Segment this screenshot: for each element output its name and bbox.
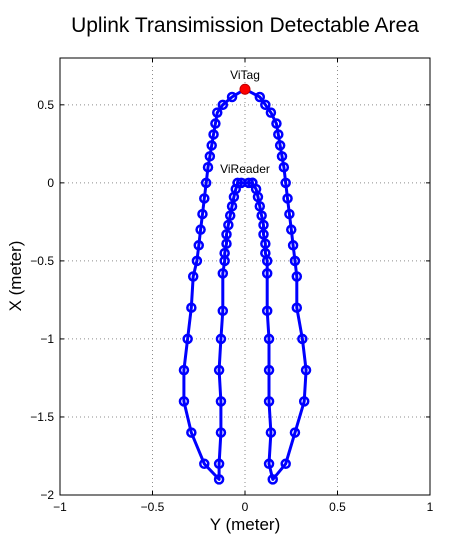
data-point (215, 333, 227, 345)
data-point (208, 129, 219, 140)
data-point (261, 268, 273, 279)
chart-title: Uplink Transimission Detectable Area (71, 14, 419, 37)
data-point (195, 224, 206, 235)
data-point (291, 271, 303, 282)
data-point (300, 364, 312, 376)
data-point (278, 162, 290, 173)
data-point (178, 364, 190, 376)
data-point (260, 238, 271, 249)
data-point (280, 177, 291, 189)
data-point (199, 458, 210, 470)
data-point (182, 333, 193, 345)
plot-background (60, 58, 430, 495)
data-point (230, 183, 241, 195)
data-point (197, 208, 208, 220)
data-point (289, 255, 301, 267)
data-point (215, 396, 227, 407)
ticks: −1 −0.5 0 0.5 1 −2 −1.5 −1 −0.5 0 0.5 (30, 58, 434, 514)
data-point (286, 224, 297, 235)
data-point (223, 219, 234, 231)
data-point (261, 305, 273, 317)
data-point (258, 219, 269, 231)
data-point (276, 151, 288, 162)
data-point (267, 474, 278, 485)
data-point (226, 91, 238, 103)
data-point (252, 191, 264, 203)
data-point (263, 396, 275, 407)
data-point (274, 140, 286, 151)
data-point (213, 364, 225, 376)
data-point (213, 458, 225, 470)
data-point (215, 427, 227, 438)
data-point (284, 208, 295, 220)
y-tick-label: 0 (47, 176, 54, 190)
data-point (263, 333, 275, 345)
data-point (213, 474, 225, 485)
data-point (271, 118, 282, 129)
data-point (221, 238, 232, 249)
data-point (282, 193, 293, 204)
x-axis-label: Y (meter) (210, 515, 281, 534)
data-point (254, 201, 266, 212)
data-point (256, 210, 267, 221)
data-point (186, 427, 197, 438)
y-tick-label: −0.5 (30, 254, 54, 268)
data-point (258, 229, 269, 240)
x-tick-label: 0 (242, 500, 249, 514)
y-tick-label: −1.5 (30, 410, 54, 424)
data-point (298, 396, 310, 407)
data-point (260, 99, 271, 111)
data-point (206, 140, 217, 151)
data-point (263, 364, 275, 376)
data-point (200, 177, 212, 189)
data-point (193, 240, 204, 251)
series-line (182, 87, 308, 481)
data-point (263, 458, 275, 470)
data-point (219, 247, 230, 259)
data-point (217, 305, 229, 317)
data-point (265, 427, 277, 438)
x-tick-label: −0.5 (141, 500, 165, 514)
data-point (232, 177, 243, 189)
x-tick-label: 1 (427, 500, 434, 514)
y-axis-label: X (meter) (6, 241, 25, 312)
data-series (178, 83, 312, 485)
data-point (261, 255, 273, 267)
data-point (265, 107, 277, 118)
x-tick-label: −1 (53, 500, 67, 514)
data-point (186, 302, 197, 313)
data-point (273, 129, 284, 140)
x-tick-label: 0.5 (329, 500, 346, 514)
data-point (287, 240, 299, 251)
y-tick-label: −1 (40, 332, 54, 346)
data-point (210, 118, 221, 129)
y-tick-label: −2 (40, 488, 54, 502)
vitag-marker (239, 83, 251, 95)
data-point (217, 268, 229, 279)
y-tick-label: 0.5 (37, 98, 54, 112)
data-point (202, 162, 214, 173)
data-point (243, 177, 254, 189)
data-point (212, 107, 223, 118)
data-point (280, 458, 291, 470)
data-point (226, 201, 238, 212)
data-point (204, 151, 216, 162)
data-point (254, 91, 266, 103)
data-point (291, 302, 303, 313)
data-point (187, 271, 199, 282)
data-point (297, 333, 308, 345)
data-point (191, 255, 203, 267)
annotations: ViTag ViReader (220, 68, 270, 176)
data-point (199, 193, 210, 204)
data-point (247, 177, 258, 189)
data-point (224, 210, 236, 221)
data-point (178, 396, 190, 407)
data-point (221, 229, 232, 240)
vitag-label: ViTag (230, 68, 260, 82)
data-point (289, 427, 301, 438)
vireader-label: ViReader (220, 162, 270, 176)
data-point (217, 99, 229, 111)
